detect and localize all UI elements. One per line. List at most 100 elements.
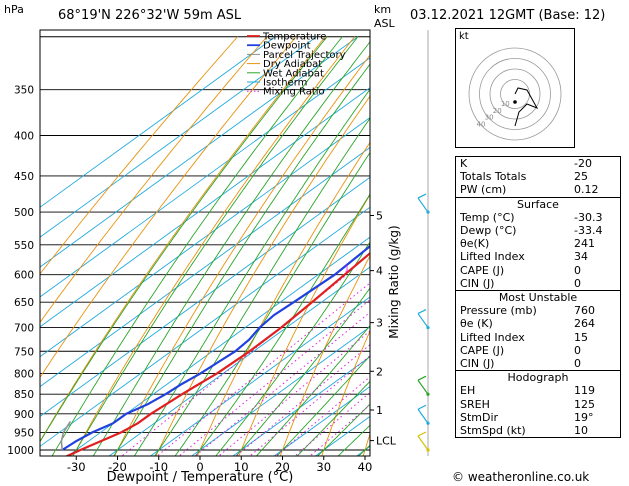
wind-point [426,392,430,396]
index-value: 25 [574,170,588,184]
hodograph-ring-label: 20 [493,107,502,115]
index-value: -20 [574,157,592,170]
x-tick-label: -10 [149,460,168,474]
legend-entry: Isotherm [263,78,307,89]
isotherm [40,36,359,268]
hodograph-ring [479,58,551,130]
wind-barb [417,197,429,213]
most-unstable-title: Most Unstable [498,291,578,305]
wet-adiabat [276,355,370,456]
dry-adiabat [402,37,450,467]
surface-row: θe(K) 241 [456,237,620,250]
isotherm [40,36,276,208]
legend-entry: Temperature [262,32,326,43]
wet-adiabat [51,36,343,456]
wet-adiabat [235,287,370,456]
wet-adiabat [194,193,370,456]
hodograph-ring [489,68,541,120]
mixing-ratio-label: 1 [344,265,349,274]
surface-row: Lifted Index 34 [456,250,620,263]
altitude-tick-label: 4 [376,265,383,278]
index-row: K -20 [456,157,620,170]
altitude-tick-label: 5 [376,209,383,222]
surface-label: CIN (J) [460,276,495,290]
wet-adiabat [409,37,450,467]
most-unstable-label: Lifted Index [460,330,525,344]
pressure-tick-label: 350 [14,85,34,97]
hodograph-param-row: StmDir 19° [456,411,620,424]
surface-value: -33.4 [574,224,603,238]
wind-barb [417,313,429,328]
surface-label: θe(K) [460,237,490,251]
isotherm [40,146,370,388]
pressure-tick-label: 500 [14,207,34,219]
mixing-ratio-line [178,299,370,456]
x-tick-label: 30 [316,460,331,474]
index-row: Totals Totals 25 [456,170,620,183]
x-tick-label: 40 [358,460,373,474]
isotherm [40,87,370,328]
hodograph-param-label: EH [460,384,476,398]
mixing-ratio-axis-label: Mixing Ratio (g/kg) [387,225,401,338]
altitude-unit: km [374,3,392,16]
legend-entry: Dry Adiabat [263,59,322,70]
surface-value: 34 [574,250,588,264]
wet-adiabat [317,403,370,456]
isotherm [232,356,370,456]
wind-barb [417,435,429,451]
isotherm [67,236,370,456]
wet-adiabat [255,324,370,456]
dry-adiabat [40,36,268,324]
dry-adiabat [362,432,370,456]
most-unstable-value: 264 [574,317,595,331]
hodograph-param-value: 119 [574,384,595,398]
surface-row: CIN (J) 0 [456,277,620,290]
isotherm [190,326,370,456]
index-value: 0.12 [574,183,599,197]
wet-adiabat [133,88,370,456]
hodograph-ring [468,47,562,141]
surface-value: 0 [574,263,581,277]
surface-label: CAPE (J) [460,263,505,277]
wind-barb-flag [417,193,427,199]
legend-entry: Dewpoint [263,41,311,52]
most-unstable-label: CIN (J) [460,357,495,371]
mixing-ratio-line [121,274,348,456]
pressure-tick-label: 650 [14,297,34,309]
wet-adiabat [72,36,359,456]
dry-adiabat [155,95,370,456]
wet-adiabat [215,241,370,456]
legend-entry: Mixing Ratio [263,87,325,98]
dry-adiabat [113,54,370,456]
hodograph-param-value: 10 [574,424,588,438]
mixing-ratio-label: 4 [414,265,419,274]
x-tick-label: 20 [275,460,290,474]
surface-value: 0 [574,276,581,290]
index-label: K [460,157,468,170]
surface-label: Lifted Index [460,250,525,264]
dry-adiabat [40,36,297,379]
most-unstable-row: CAPE (J) 0 [456,344,620,357]
hodograph-param-row: EH 119 [456,384,620,397]
surface-row: CAPE (J) 0 [456,264,620,277]
hodograph-trace [514,87,539,127]
most-unstable-label: Pressure (mb) [460,304,537,318]
dry-adiabat [238,193,370,456]
hodograph-unit: kt [459,31,469,42]
wind-point [426,421,430,425]
x-tick-label: -20 [108,460,127,474]
mixing-ratio-line [194,311,370,456]
pressure-tick-label: 550 [14,240,34,252]
legend-entry: Parcel Trajectory [263,50,346,61]
wind-barb-flag [417,431,427,437]
hodograph-param-label: StmSpd (kt) [460,424,526,438]
wet-adiabat [296,380,370,456]
isotherm [40,57,370,298]
dry-adiabat [321,329,370,456]
most-unstable-row: Pressure (mb) 760 [456,304,620,317]
hodograph-param-label: SREH [460,397,490,411]
most-unstable-value: 15 [574,330,588,344]
wind-profile [417,30,430,456]
hodograph-params-title: Hodograph [507,371,569,385]
index-row: PW (cm) 0.12 [456,183,620,196]
